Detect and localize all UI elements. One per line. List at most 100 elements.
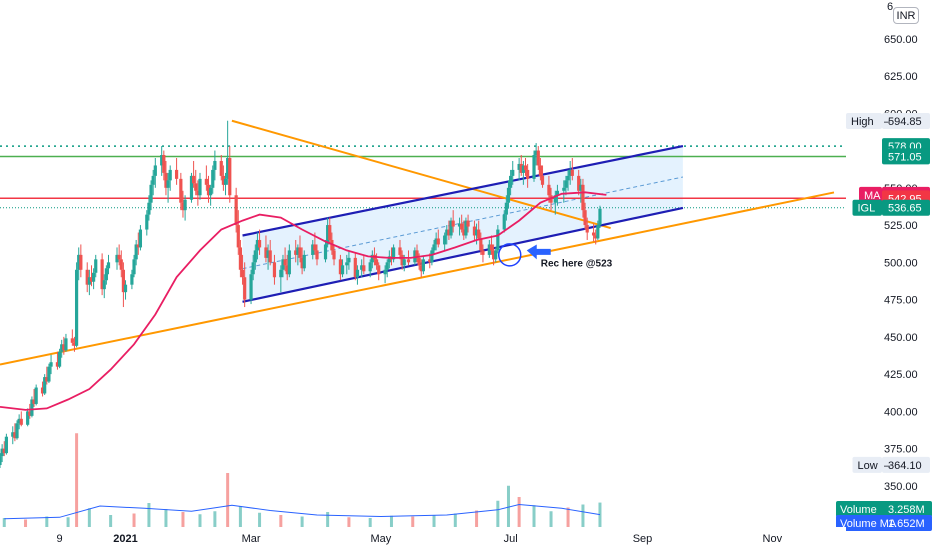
- candle-123[interactable]: [385, 262, 389, 270]
- candle-118[interactable]: [370, 254, 374, 263]
- candle-104[interactable]: [323, 244, 328, 260]
- annotation-circle[interactable]: [497, 243, 522, 267]
- candle-165[interactable]: [511, 169, 515, 176]
- candle-85[interactable]: [255, 239, 260, 251]
- candle-77[interactable]: [234, 195, 238, 226]
- candle-130[interactable]: [406, 259, 411, 263]
- candle-92[interactable]: [281, 259, 285, 270]
- candle-103[interactable]: [315, 250, 319, 260]
- candle-62[interactable]: [189, 175, 194, 200]
- candle-178[interactable]: [553, 195, 557, 203]
- candle-0[interactable]: [0, 456, 2, 466]
- candle-84[interactable]: [253, 250, 257, 263]
- candle-81[interactable]: [243, 277, 247, 300]
- candle-193[interactable]: [598, 208, 602, 226]
- candle-96[interactable]: [294, 250, 298, 255]
- candle-153[interactable]: [477, 229, 481, 239]
- candle-3[interactable]: [4, 436, 8, 454]
- candle-47[interactable]: [138, 229, 143, 248]
- candle-133[interactable]: [417, 257, 421, 266]
- candle-186[interactable]: [579, 184, 583, 191]
- candle-161[interactable]: [502, 214, 506, 230]
- candle-168[interactable]: [521, 165, 525, 173]
- candle-82[interactable]: [249, 274, 253, 300]
- candle-141[interactable]: [443, 235, 447, 245]
- candle-90[interactable]: [272, 262, 277, 278]
- candle-38[interactable]: [115, 254, 119, 263]
- channel-upper-line[interactable]: [242, 144, 684, 237]
- candle-132[interactable]: [415, 250, 419, 258]
- candle-6[interactable]: [15, 423, 19, 439]
- candle-181[interactable]: [564, 180, 568, 188]
- candle-192[interactable]: [596, 225, 600, 239]
- candle-134[interactable]: [419, 265, 423, 272]
- candle-25[interactable]: [72, 342, 77, 346]
- candle-87[interactable]: [264, 247, 268, 258]
- candle-22[interactable]: [62, 344, 66, 351]
- candle-29[interactable]: [85, 269, 89, 285]
- candle-49[interactable]: [147, 202, 151, 215]
- candle-129[interactable]: [402, 259, 406, 266]
- candle-187[interactable]: [581, 184, 585, 211]
- candle-79[interactable]: [238, 247, 243, 270]
- candle-184[interactable]: [570, 169, 574, 176]
- candle-28[interactable]: [79, 254, 83, 270]
- candle-57[interactable]: [168, 169, 172, 181]
- candle-164[interactable]: [509, 175, 513, 188]
- candle-108[interactable]: [332, 250, 336, 260]
- candle-11[interactable]: [30, 399, 34, 416]
- candle-190[interactable]: [591, 232, 596, 236]
- candle-183[interactable]: [568, 169, 572, 176]
- candle-60[interactable]: [181, 202, 185, 211]
- candle-160[interactable]: [496, 229, 500, 251]
- trendline-1[interactable]: [231, 119, 611, 230]
- candle-180[interactable]: [562, 187, 566, 191]
- candle-136[interactable]: [428, 259, 432, 263]
- candle-121[interactable]: [377, 265, 381, 275]
- candle-86[interactable]: [257, 239, 262, 248]
- candle-149[interactable]: [464, 220, 468, 236]
- candle-30[interactable]: [87, 277, 91, 285]
- candle-9[interactable]: [26, 411, 30, 425]
- candle-45[interactable]: [134, 244, 138, 260]
- candle-131[interactable]: [413, 250, 417, 263]
- candle-122[interactable]: [383, 269, 387, 275]
- candle-31[interactable]: [89, 277, 94, 282]
- candle-7[interactable]: [17, 418, 21, 424]
- candle-75[interactable]: [226, 157, 230, 179]
- candle-173[interactable]: [536, 150, 540, 166]
- candle-56[interactable]: [166, 180, 170, 188]
- candle-40[interactable]: [119, 259, 123, 270]
- candle-44[interactable]: [132, 259, 136, 275]
- candle-17[interactable]: [47, 366, 51, 382]
- candle-109[interactable]: [338, 259, 343, 275]
- candle-124[interactable]: [387, 256, 391, 263]
- candle-176[interactable]: [547, 184, 551, 196]
- candle-111[interactable]: [345, 262, 349, 266]
- candle-2[interactable]: [2, 448, 6, 454]
- candle-72[interactable]: [219, 160, 223, 176]
- candle-99[interactable]: [300, 257, 304, 269]
- candle-100[interactable]: [302, 254, 306, 269]
- candle-150[interactable]: [466, 220, 470, 227]
- candle-55[interactable]: [164, 172, 168, 188]
- candle-4[interactable]: [11, 432, 15, 437]
- candle-116[interactable]: [362, 265, 366, 272]
- candle-162[interactable]: [504, 202, 508, 215]
- candle-152[interactable]: [474, 229, 479, 236]
- candle-154[interactable]: [479, 238, 483, 251]
- candle-113[interactable]: [353, 257, 357, 278]
- candle-58[interactable]: [174, 169, 179, 179]
- candle-151[interactable]: [472, 226, 477, 236]
- candle-24[interactable]: [70, 338, 74, 343]
- candle-110[interactable]: [340, 265, 345, 275]
- candle-98[interactable]: [298, 247, 302, 258]
- candle-14[interactable]: [40, 387, 45, 394]
- candle-33[interactable]: [94, 259, 98, 273]
- candle-70[interactable]: [211, 169, 215, 188]
- candle-139[interactable]: [434, 238, 438, 245]
- candle-76[interactable]: [228, 157, 232, 196]
- candle-142[interactable]: [445, 229, 449, 236]
